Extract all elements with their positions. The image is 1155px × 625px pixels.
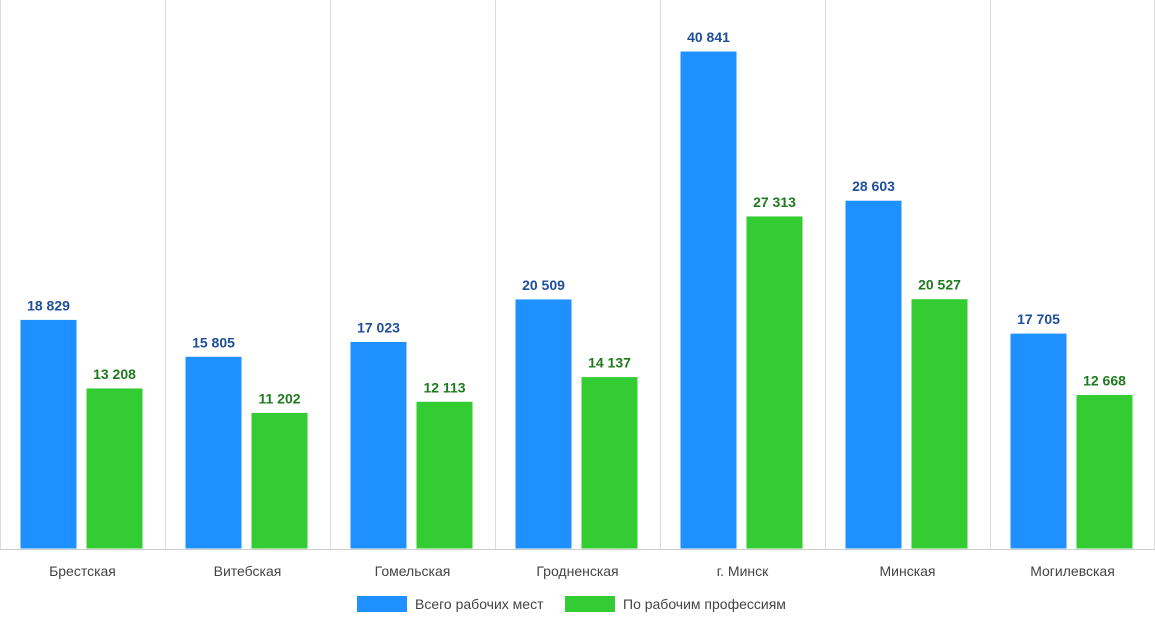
bar [415,400,474,550]
data-label: 14 137 [588,355,631,371]
legend-item: По рабочим профессиям [565,596,786,612]
legend-swatch [357,596,407,612]
data-label: 17 705 [1017,311,1060,327]
legend-label: Всего рабочих мест [415,596,544,612]
bar [349,340,408,550]
bar [250,411,309,550]
data-label: 13 208 [93,366,136,382]
x-axis: Брестская Витебская Гомельская Гродненская г… [0,549,1155,579]
x-tick-label: Брестская [49,563,116,579]
data-label: 20 527 [918,277,961,293]
legend-swatch [565,596,615,612]
data-label: 12 668 [1083,373,1126,389]
x-tick-label: Гомельская [375,563,451,579]
x-tick-label: г. Минск [717,563,769,579]
bar [679,50,738,550]
bar [514,298,573,550]
bar [910,298,969,550]
legend: Всего рабочих мест По рабочим профессиям [357,596,786,612]
data-label: 28 603 [852,178,895,194]
legend-item: Всего рабочих мест [357,596,544,612]
bar [844,199,903,550]
legend-label: По рабочим профессиям [623,596,786,612]
bar [184,355,243,550]
data-label: 12 113 [423,379,465,395]
x-tick-label: Витебская [214,563,282,579]
bar [85,387,144,550]
data-label: 18 829 [27,297,70,313]
data-label: 15 805 [192,334,235,350]
grid-lines [0,0,1155,549]
x-tick-label: Гродненская [536,563,618,579]
data-label: 17 023 [357,319,400,335]
data-label: 11 202 [258,390,300,406]
value-labels: 18 829 15 805 17 023 20 509 40 841 28 603 17 7… [27,29,1126,406]
bar [745,215,804,550]
x-tick-label: Могилевская [1030,563,1115,579]
bar [19,318,78,550]
bars [19,50,1134,550]
bar [1075,394,1134,550]
bar [1009,332,1068,550]
x-tick-label: Минская [879,563,935,579]
data-label: 27 313 [753,194,796,210]
data-label: 40 841 [687,29,730,45]
bar [580,376,639,550]
data-label: 20 509 [522,277,565,293]
